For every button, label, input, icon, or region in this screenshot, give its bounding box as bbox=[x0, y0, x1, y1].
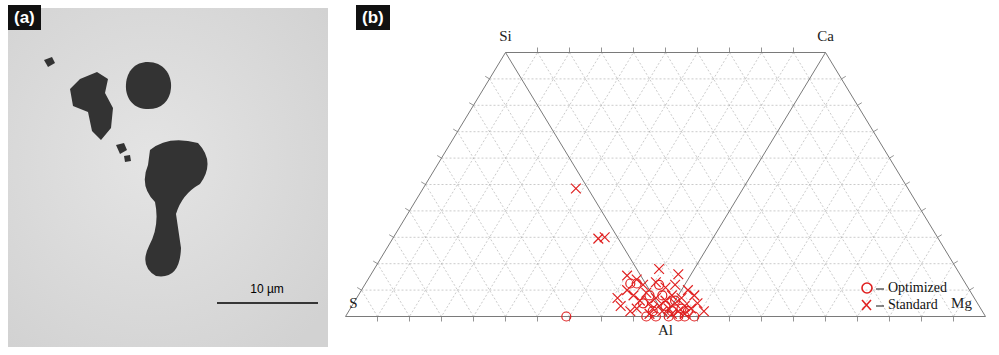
html-text:(a): (a) bbox=[14, 8, 35, 27]
html-text:Standard: Standard bbox=[887, 296, 938, 312]
html-text:(b): (b) bbox=[362, 8, 384, 27]
svg-text:Al: Al bbox=[658, 322, 673, 338]
svg-text:10 µm: 10 µm bbox=[250, 282, 284, 296]
svg-text:Mg: Mg bbox=[951, 295, 972, 311]
svg-text:S: S bbox=[349, 295, 357, 311]
html-text:Optimized: Optimized bbox=[887, 279, 947, 295]
svg-text:Si: Si bbox=[499, 28, 512, 44]
svg-text:Ca: Ca bbox=[817, 28, 834, 44]
